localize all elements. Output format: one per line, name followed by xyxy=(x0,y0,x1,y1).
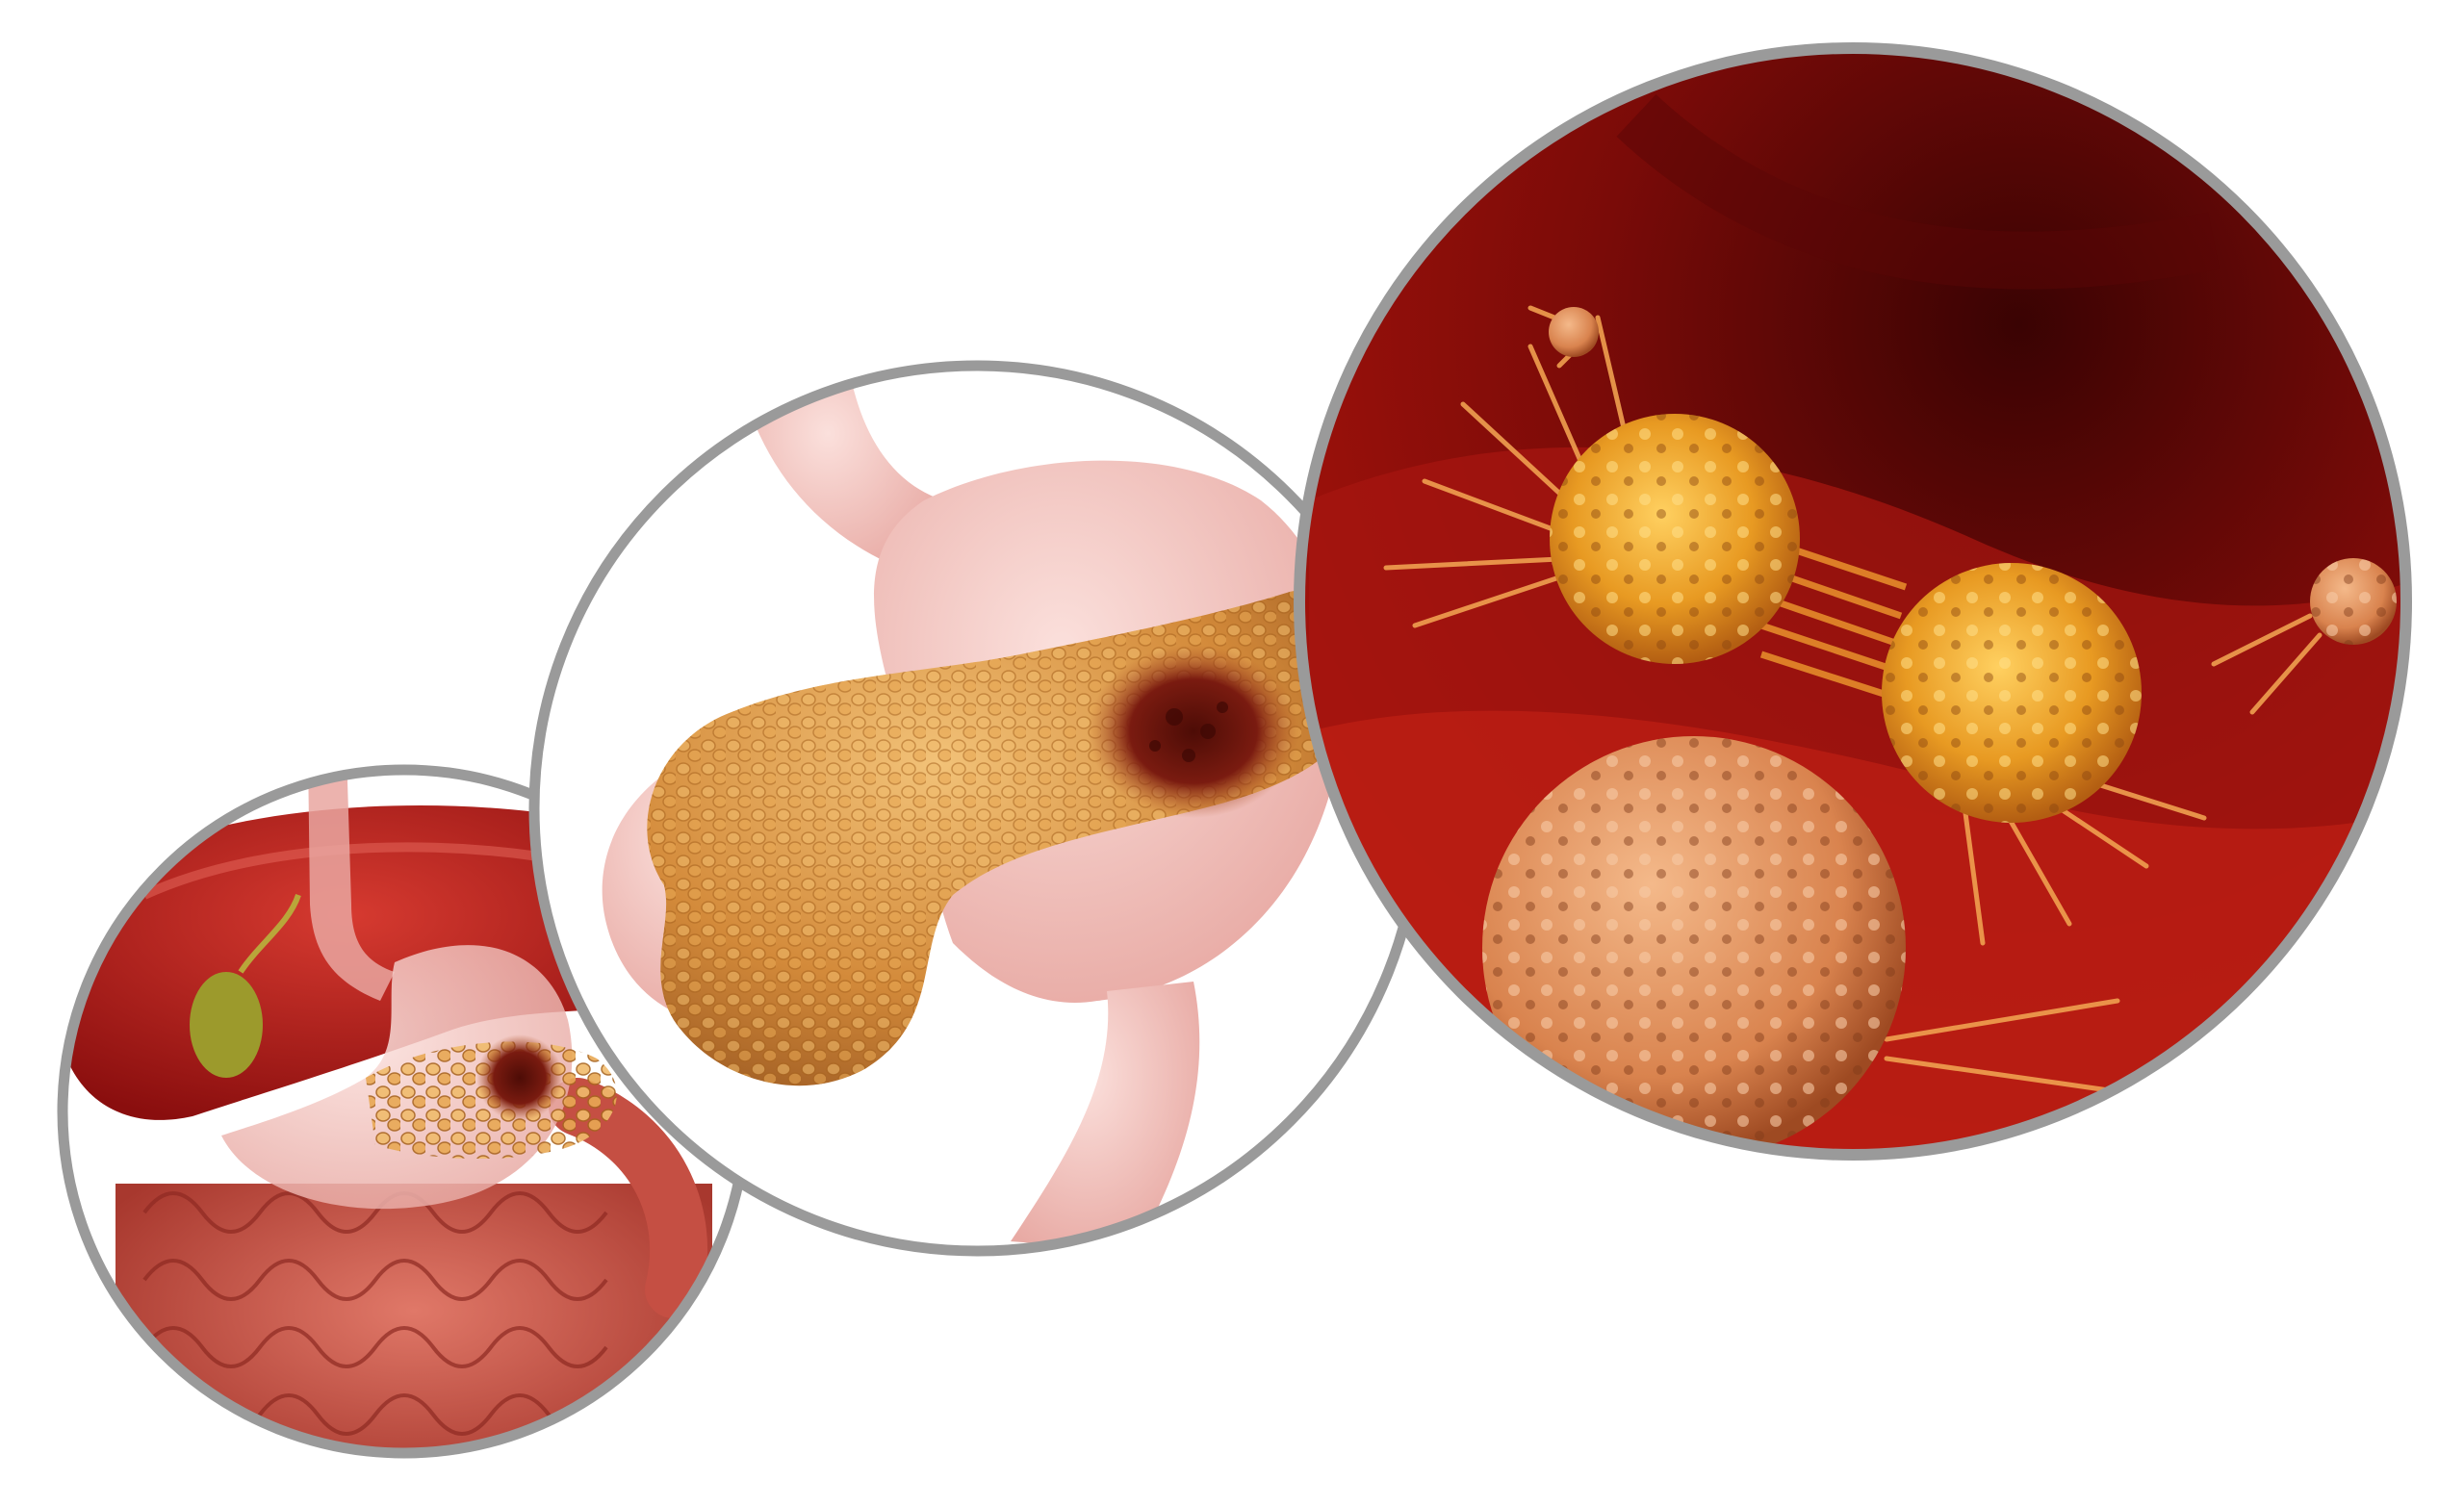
cancer-cells-frame xyxy=(1294,42,2412,1161)
cancer-cell-small-right xyxy=(2310,558,2397,645)
cancer-cell-dividing-right xyxy=(1882,563,2142,823)
cancer-cells-panel xyxy=(1294,42,2412,1161)
pancreas-panel xyxy=(528,360,1425,1257)
small-intestine-tube xyxy=(1011,982,1200,1251)
tumor-small xyxy=(476,1034,563,1121)
cancer-cell-foreground xyxy=(1482,736,1906,1155)
gallbladder xyxy=(190,972,263,1078)
esophagus-mid xyxy=(751,366,943,577)
cancer-cell-small-top xyxy=(1549,307,1599,357)
esophagus xyxy=(308,770,395,1001)
pancreatic-tumor xyxy=(1088,645,1299,818)
cancer-cell-dividing-left xyxy=(1550,414,1800,664)
